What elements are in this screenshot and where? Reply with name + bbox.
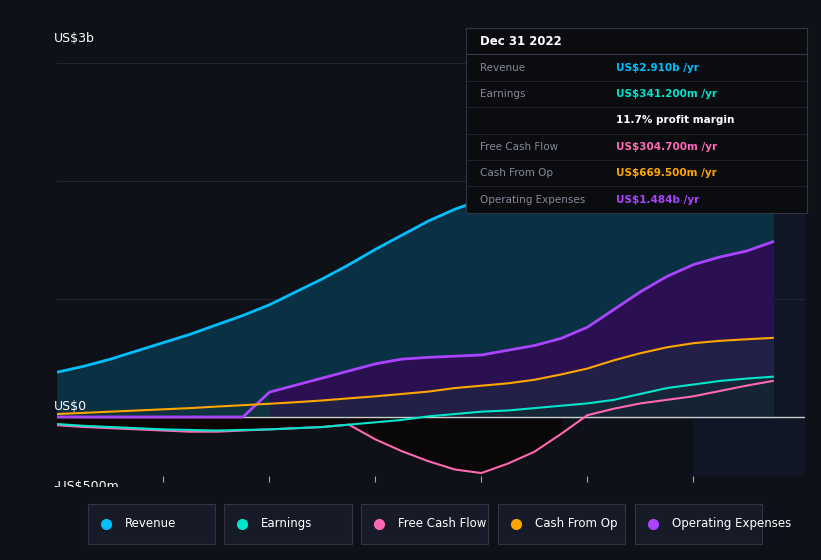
Bar xyxy=(693,39,805,476)
Text: Dec 31 2022: Dec 31 2022 xyxy=(480,35,562,48)
Text: US$1.484b /yr: US$1.484b /yr xyxy=(617,195,699,204)
Text: 11.7% profit margin: 11.7% profit margin xyxy=(617,115,735,125)
Text: -US$500m: -US$500m xyxy=(53,480,120,493)
Text: Revenue: Revenue xyxy=(480,63,525,73)
Text: Operating Expenses: Operating Expenses xyxy=(480,195,585,204)
Text: Revenue: Revenue xyxy=(125,517,176,530)
Text: US$0: US$0 xyxy=(53,400,87,413)
FancyBboxPatch shape xyxy=(88,504,215,544)
Text: US$3b: US$3b xyxy=(53,32,94,45)
Text: Cash From Op: Cash From Op xyxy=(480,168,553,178)
Text: Earnings: Earnings xyxy=(261,517,313,530)
Text: US$341.200m /yr: US$341.200m /yr xyxy=(617,89,718,99)
FancyBboxPatch shape xyxy=(635,504,762,544)
Text: US$304.700m /yr: US$304.700m /yr xyxy=(617,142,718,152)
FancyBboxPatch shape xyxy=(498,504,626,544)
FancyBboxPatch shape xyxy=(361,504,488,544)
Text: Free Cash Flow: Free Cash Flow xyxy=(480,142,558,152)
Text: Cash From Op: Cash From Op xyxy=(535,517,617,530)
Text: US$2.910b /yr: US$2.910b /yr xyxy=(617,63,699,73)
Text: Earnings: Earnings xyxy=(480,89,525,99)
Text: Free Cash Flow: Free Cash Flow xyxy=(398,517,487,530)
Text: Operating Expenses: Operating Expenses xyxy=(672,517,791,530)
FancyBboxPatch shape xyxy=(224,504,351,544)
Text: US$669.500m /yr: US$669.500m /yr xyxy=(617,168,717,178)
